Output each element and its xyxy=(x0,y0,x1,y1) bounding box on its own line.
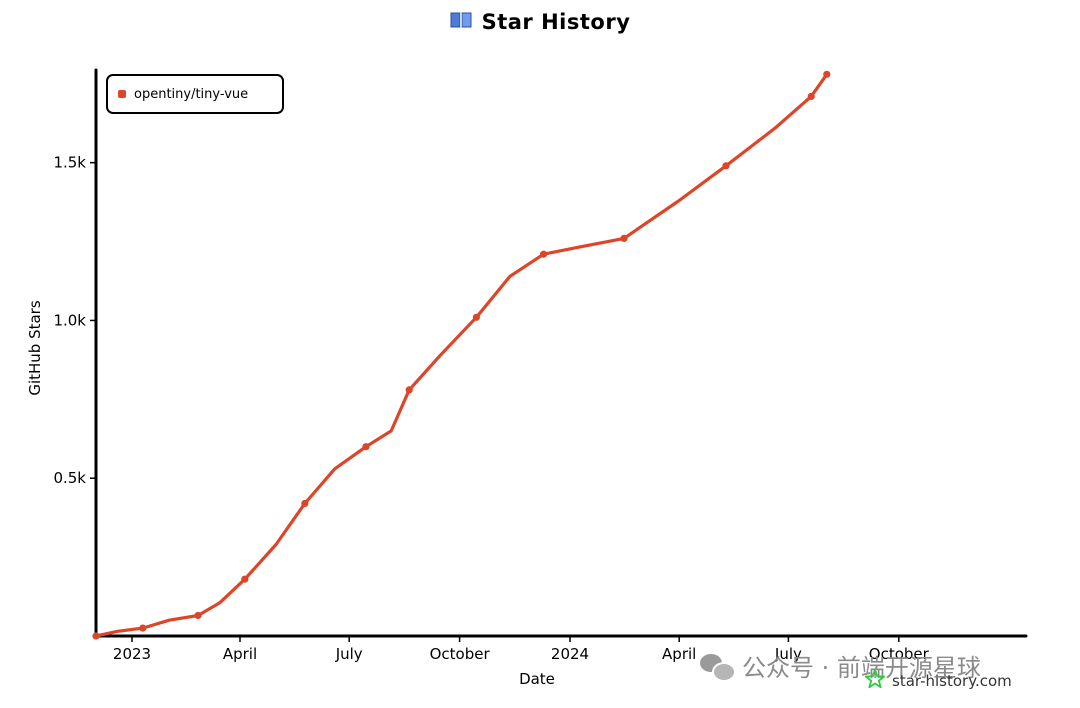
data-point xyxy=(92,632,100,640)
watermark: 公众号 · 前端开源星球 xyxy=(700,648,981,683)
chart-axes xyxy=(94,68,1028,638)
y-axis-label: GitHub Stars xyxy=(26,300,44,396)
data-point xyxy=(139,624,147,632)
x-tick-label: October xyxy=(869,645,930,663)
x-tick-label: April xyxy=(223,645,257,663)
y-tick-label: 0.5k xyxy=(53,469,86,487)
star-icon xyxy=(864,668,886,694)
x-tick-label: July xyxy=(774,645,802,663)
watermark-text: 公众号 · 前端开源星球 xyxy=(742,654,981,682)
x-tick-label: 2023 xyxy=(113,645,151,663)
x-tick-label: April xyxy=(662,645,696,663)
chart-header: Star History xyxy=(0,10,1080,34)
x-axis-label: Date xyxy=(519,670,555,688)
legend-swatch xyxy=(118,90,126,98)
data-point xyxy=(194,611,202,620)
data-point xyxy=(362,443,370,451)
series-line xyxy=(94,72,829,638)
wechat-icon xyxy=(700,652,736,682)
data-point xyxy=(722,162,730,170)
legend: opentiny/tiny-vue xyxy=(106,74,284,114)
data-point xyxy=(405,386,413,394)
data-point xyxy=(301,499,309,508)
x-tick-label: October xyxy=(430,645,491,663)
chart-ticks: 2023 April July October 2024 April July October… xyxy=(53,154,929,663)
y-tick-label: 1.5k xyxy=(53,154,86,172)
data-point xyxy=(620,234,628,242)
data-point xyxy=(540,250,548,258)
book-icon xyxy=(450,11,472,33)
x-tick-label: July xyxy=(335,645,363,663)
chart-series xyxy=(92,70,831,640)
site-credit[interactable]: star-history.com xyxy=(864,668,1012,694)
y-tick-label: 1.0k xyxy=(53,311,86,329)
site-link[interactable]: star-history.com xyxy=(892,672,1012,690)
data-point xyxy=(241,575,249,583)
chart-title: Star History xyxy=(481,10,631,34)
data-point xyxy=(807,92,815,100)
x-tick-label: 2024 xyxy=(551,645,589,663)
data-point xyxy=(823,70,831,78)
legend-label: opentiny/tiny-vue xyxy=(134,86,249,102)
data-point xyxy=(472,313,480,321)
